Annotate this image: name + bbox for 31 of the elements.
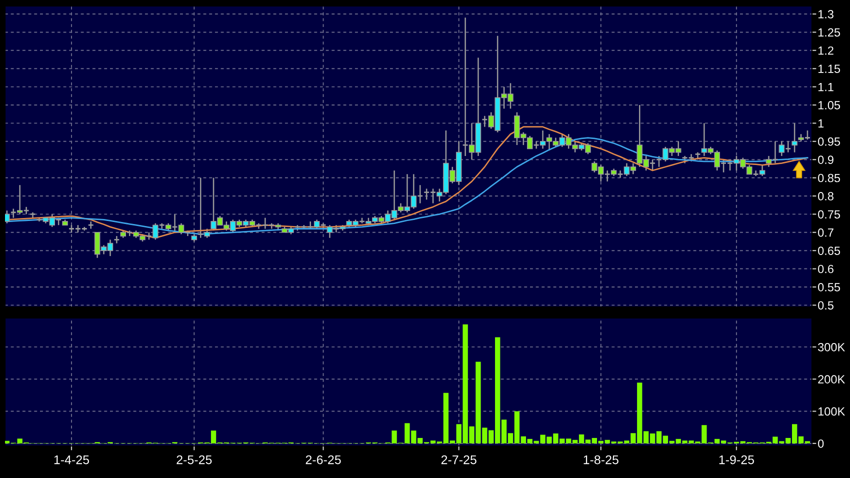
y-tick-label: 1.15 xyxy=(818,64,840,73)
candlestick xyxy=(5,210,10,224)
y-tick-label: 1.05 xyxy=(818,101,840,110)
y-tick-label: 1.2 xyxy=(818,46,834,55)
y-tick-label: 0.7 xyxy=(818,228,834,237)
x-tick-label: 1-4-25 xyxy=(54,455,90,464)
y-tick-label: 1.3 xyxy=(818,10,834,18)
y-tick-label: 0.5 xyxy=(818,301,834,310)
y-tick-label: 0.55 xyxy=(818,283,840,292)
y-tick-label: 1.25 xyxy=(818,28,840,37)
candlestick xyxy=(88,220,94,230)
candlestick xyxy=(114,235,120,244)
y-tick-label: 0.85 xyxy=(818,174,840,182)
x-tick-label: 2-6-25 xyxy=(306,455,341,464)
y-tick-label: 0.8 xyxy=(818,192,834,200)
y-tick-label: 0.9 xyxy=(818,156,834,164)
y-tick-label: 0.65 xyxy=(818,246,840,255)
y-tick-label: 1.1 xyxy=(818,82,834,92)
y-tick-label: 0.75 xyxy=(818,210,840,219)
x-tick-label: 1-9-25 xyxy=(719,455,754,464)
y-tick-label: 300K xyxy=(818,342,845,352)
y-tick-label: 100K xyxy=(818,407,845,416)
x-tick-label: 2-5-25 xyxy=(176,455,212,464)
y-tick-label: 1 xyxy=(818,119,824,128)
x-tick-label: 2-7-25 xyxy=(441,455,476,464)
y-tick-label: 0 xyxy=(818,439,824,448)
x-tick-label: 1-8-25 xyxy=(584,455,618,464)
candlestick xyxy=(792,122,798,153)
y-tick-label: 0.95 xyxy=(818,137,840,146)
y-tick-label: 0.6 xyxy=(818,264,834,274)
y-tick-label: 200K xyxy=(818,375,845,384)
